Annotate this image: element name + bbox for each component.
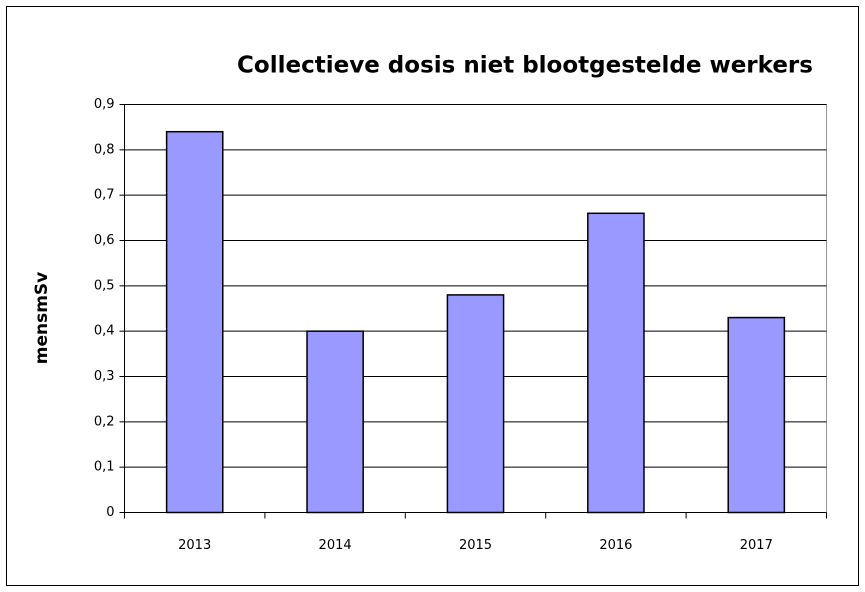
y-tick-label: 0,1 (94, 460, 115, 475)
bar (727, 316, 786, 514)
x-tick-label: 2016 (599, 538, 632, 553)
x-tick-label: 2014 (319, 538, 352, 553)
chart-title: Collectieve dosis niet blootgestelde wer… (237, 53, 813, 79)
y-tick-label: 0,6 (94, 233, 115, 248)
y-tick-label: 0 (106, 505, 114, 520)
bar (587, 212, 645, 514)
bar (306, 330, 364, 514)
bar (165, 130, 224, 514)
y-tick-label: 0,3 (94, 369, 115, 384)
y-tick-label: 0,7 (94, 188, 115, 203)
x-tick-label: 2017 (740, 538, 773, 553)
y-axis-label: mensmSv (32, 272, 52, 365)
x-tick-label: 2013 (178, 538, 211, 553)
x-tick-label: 2015 (459, 538, 492, 553)
y-tick-label: 0,2 (94, 414, 115, 429)
y-tick-label: 0,9 (94, 97, 115, 112)
y-tick-label: 0,5 (94, 278, 115, 293)
y-tick-label: 0,4 (94, 324, 115, 339)
bar (446, 294, 505, 514)
y-tick-label: 0,8 (94, 142, 115, 157)
